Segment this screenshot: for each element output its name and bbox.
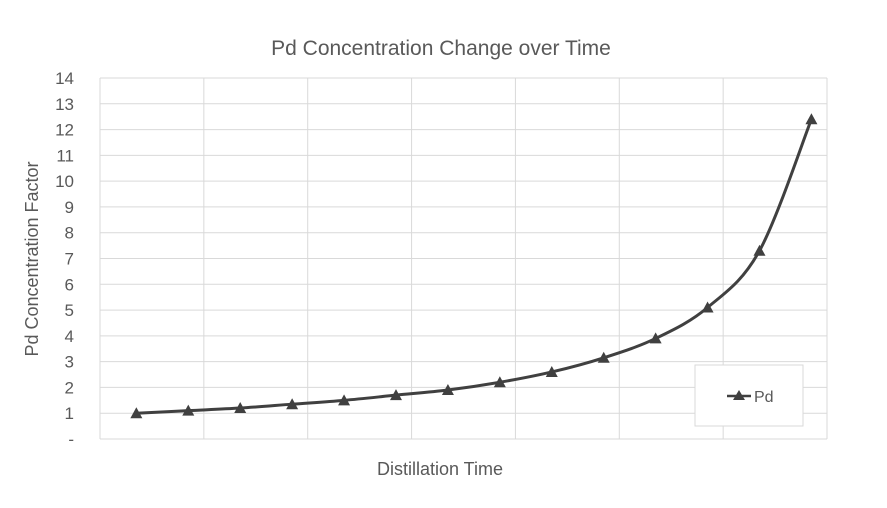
y-tick-label: 5 (65, 301, 74, 320)
y-tick-label: - (68, 430, 74, 449)
y-tick-label: 11 (56, 146, 74, 165)
y-tick-label: 10 (55, 172, 74, 191)
chart-title: Pd Concentration Change over Time (271, 37, 611, 60)
data-point-marker (286, 398, 299, 410)
data-point-marker (389, 389, 402, 401)
legend-label-pd: Pd (754, 389, 774, 406)
y-tick-label: 8 (65, 224, 74, 243)
data-point-marker (338, 394, 351, 406)
data-point-marker (805, 113, 818, 125)
grid-lines (99, 77, 828, 440)
y-tick-label: 1 (65, 404, 74, 423)
series-line-pd (136, 118, 813, 415)
y-tick-label: 2 (65, 378, 74, 397)
legend-marker-pd (733, 390, 745, 400)
data-point-marker (597, 351, 610, 363)
y-axis-label: Pd Concentration Factor (22, 161, 42, 356)
y-tick-label: 13 (55, 95, 74, 114)
y-tick-label: 9 (65, 198, 74, 217)
y-tick-label: 3 (65, 353, 74, 372)
y-tick-label: 14 (55, 69, 74, 88)
legend: Pd (694, 364, 804, 427)
x-axis-label: Distillation Time (377, 459, 503, 479)
data-point-marker (545, 365, 558, 377)
y-tick-label: 4 (65, 327, 74, 346)
data-point-marker (753, 244, 766, 256)
y-tick-label: 7 (65, 250, 74, 269)
data-point-marker (493, 376, 506, 388)
y-tick-label: 6 (65, 275, 74, 294)
y-tick-label: 12 (55, 121, 74, 140)
data-point-marker (234, 402, 247, 414)
data-point-marker (182, 404, 195, 416)
data-point-marker (441, 384, 454, 396)
data-point-marker (649, 332, 662, 344)
series-pd (130, 113, 818, 419)
data-point-marker (701, 301, 714, 313)
data-point-marker (130, 407, 143, 419)
